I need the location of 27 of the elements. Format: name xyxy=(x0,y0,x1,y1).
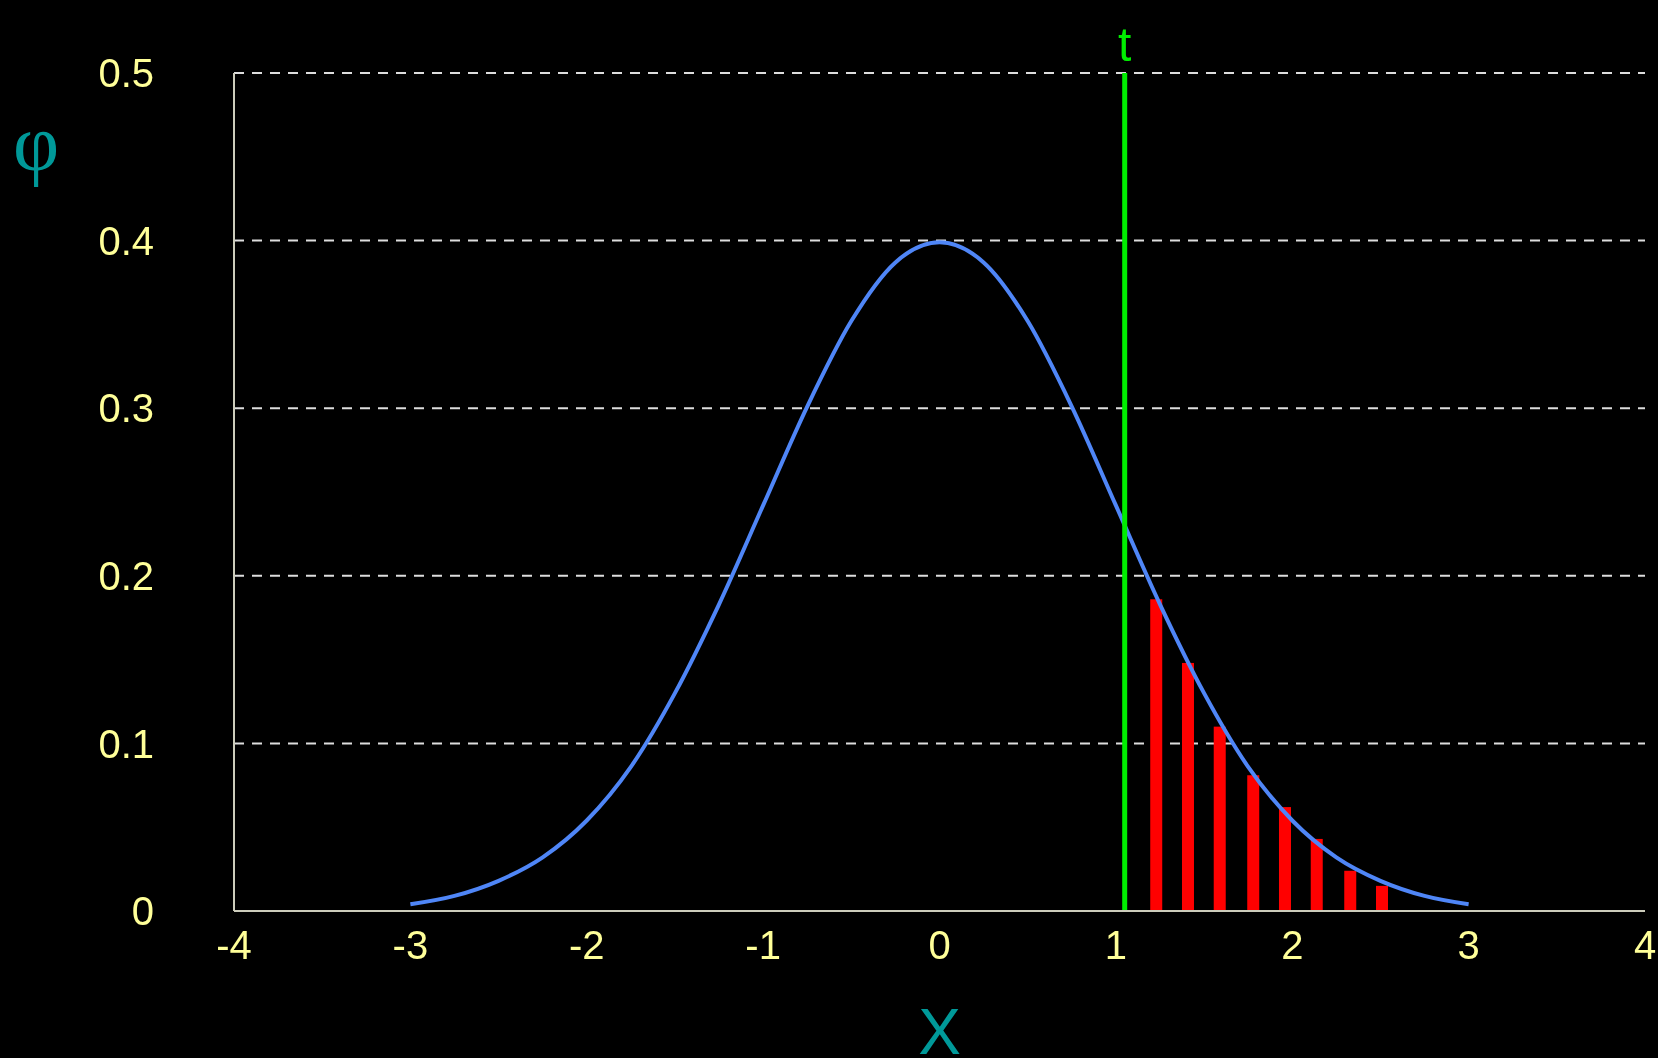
x-tick-label: -3 xyxy=(392,923,429,968)
bar xyxy=(1376,885,1388,911)
x-tick-label: 4 xyxy=(1633,923,1657,968)
x-tick-label: 0 xyxy=(928,923,951,968)
bar xyxy=(1278,807,1291,911)
x-tick-label: 2 xyxy=(1281,923,1304,968)
bar xyxy=(1310,838,1323,911)
y-tick-label: 0.4 xyxy=(98,218,154,263)
bar xyxy=(1181,662,1194,911)
x-tick-label: 1 xyxy=(1104,923,1127,968)
bar xyxy=(1213,726,1226,911)
line-series xyxy=(408,240,1471,907)
y-tick-label: 0.3 xyxy=(98,386,154,431)
y-tick-label: 0.2 xyxy=(98,554,154,598)
y-tick-label: 0.5 xyxy=(98,51,154,96)
x-axis-title: X xyxy=(918,996,961,1058)
bar xyxy=(1150,599,1163,911)
y-axis-title: φ xyxy=(12,99,60,187)
x-tick-label: -4 xyxy=(216,923,252,968)
y-tick-label: 0 xyxy=(131,889,154,934)
x-tick-label: -2 xyxy=(568,923,605,968)
ref-line-label: t xyxy=(1118,18,1132,71)
x-tick-label: 3 xyxy=(1457,923,1480,968)
bar xyxy=(1344,870,1357,911)
y-tick-label: 0.1 xyxy=(98,721,154,766)
bar xyxy=(1247,775,1260,911)
x-tick-label: -1 xyxy=(745,923,781,968)
